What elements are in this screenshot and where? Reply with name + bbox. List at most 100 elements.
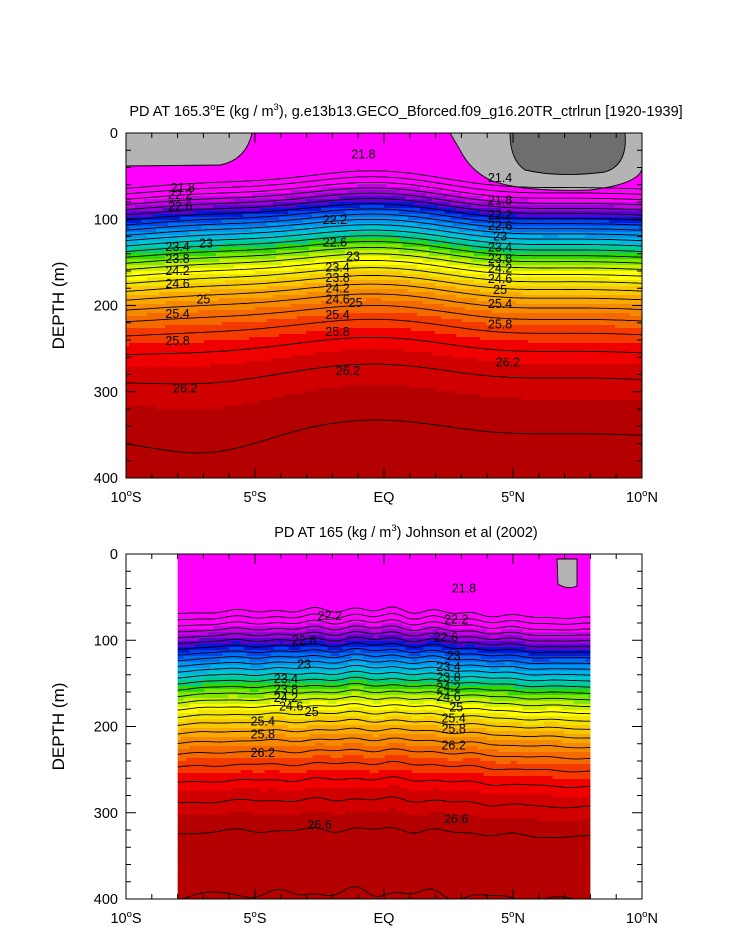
contour-label: 22.6	[434, 631, 458, 645]
x-tick-label: 10oS	[110, 909, 141, 927]
contour-field	[177, 554, 591, 899]
contour-line	[126, 253, 642, 271]
contour-label: 21.4	[488, 171, 512, 185]
x-tick-label: 5oN	[501, 488, 525, 506]
y-tick-label: 100	[94, 633, 118, 649]
contour-label: 26.2	[496, 355, 520, 369]
contour-label: 26.2	[251, 746, 275, 760]
contour-line	[177, 748, 591, 760]
contour-label: 23	[346, 249, 360, 263]
contour-label: 25.4	[488, 297, 512, 311]
contour-line	[177, 718, 591, 730]
contour-label: 21.8	[171, 181, 195, 195]
contour-label: 25.8	[165, 334, 189, 348]
contour-label: 23.4	[165, 240, 189, 254]
y-tick-label: 400	[94, 471, 118, 487]
contour-label: 24.2	[436, 681, 460, 695]
contour-line	[126, 198, 642, 216]
contour-label: 24.2	[274, 691, 298, 705]
y-tick-label: 200	[94, 720, 118, 736]
contour-line	[177, 613, 591, 625]
contour-label: 22.6	[292, 633, 316, 647]
contour-line	[177, 827, 591, 839]
contour-label: 24.6	[325, 292, 349, 306]
contour-label: 22.2	[168, 188, 192, 202]
contour-label: 25.4	[441, 712, 465, 726]
contour-label: 26.2	[173, 381, 197, 395]
contour-line	[126, 181, 642, 201]
y-tick-label: 300	[94, 385, 118, 401]
x-tick-label: EQ	[374, 490, 395, 506]
contour-label: 25.8	[251, 727, 275, 741]
contour-label: 23	[447, 649, 461, 663]
contour-label: 21.8	[488, 193, 512, 207]
y-tick-label: 0	[110, 547, 118, 563]
x-tick-label: 10oN	[626, 909, 658, 927]
contour-label: 21.8	[351, 148, 375, 162]
contour-line	[177, 710, 591, 722]
contour-label: 22.6	[323, 236, 347, 250]
contour-line	[126, 304, 642, 323]
contour-label: 22.6	[168, 199, 192, 213]
contour-label: 23.8	[436, 670, 460, 684]
contour-label: 24.6	[436, 690, 460, 704]
contour-label: 25.8	[488, 317, 512, 331]
contour-line	[177, 631, 591, 642]
contour-line	[126, 283, 642, 301]
contour-line	[177, 682, 591, 694]
contour-line	[126, 363, 642, 385]
contour-line	[126, 218, 642, 236]
contour-label: 21.8	[452, 582, 476, 596]
contour-line	[177, 776, 591, 788]
y-tick-label: 100	[94, 212, 118, 228]
contour-label: 22.2	[444, 613, 468, 627]
panel-title: PD AT 165.3oE (kg / m3), g.e13b13.GECO_B…	[129, 102, 682, 120]
contour-label: 23.4	[488, 241, 512, 255]
contour-line	[177, 737, 591, 749]
contour-label: 23.8	[488, 252, 512, 266]
contour-label: 23	[199, 236, 213, 250]
contour-label: 23.8	[274, 682, 298, 696]
contour-line	[126, 275, 642, 292]
contour-line	[177, 625, 591, 637]
contour-label: 25.4	[325, 308, 349, 322]
contour-line	[177, 689, 591, 701]
contour-line	[177, 727, 591, 739]
x-tick-label: 10oS	[110, 488, 141, 506]
contour-label: 26.6	[444, 812, 468, 826]
contour-line	[126, 240, 642, 258]
contour-label: 22.6	[488, 219, 512, 233]
contour-line	[177, 696, 591, 708]
contour-line	[126, 176, 642, 195]
contour-line	[126, 419, 642, 454]
y-axis-label: DEPTH (m)	[49, 262, 68, 350]
x-tick-label: EQ	[374, 911, 395, 927]
contour-label: 23.8	[165, 252, 189, 266]
contour-label: 23.8	[325, 271, 349, 285]
contour-line	[177, 642, 591, 653]
contour-label: 24.6	[165, 277, 189, 291]
y-tick-label: 400	[94, 892, 118, 908]
contour-label: 24.6	[279, 700, 303, 714]
contour-line	[126, 208, 642, 226]
contour-label: 26.2	[441, 738, 465, 752]
x-tick-label: 5oS	[243, 488, 266, 506]
contour-line	[126, 259, 642, 277]
contour-line	[181, 886, 575, 899]
contour-line	[177, 760, 591, 773]
x-tick-label: 5oN	[501, 909, 525, 927]
contour-line	[177, 653, 591, 665]
contour-label: 25.8	[325, 325, 349, 339]
contour-line	[177, 606, 591, 619]
contour-label: 26.2	[336, 364, 360, 378]
contour-line	[177, 659, 591, 670]
contour-line	[177, 670, 591, 682]
contour-label: 25.8	[441, 722, 465, 736]
contour-line	[177, 796, 591, 809]
contour-line	[126, 246, 642, 264]
contour-label: 22.2	[323, 213, 347, 227]
contour-line	[177, 619, 591, 631]
contour-line	[177, 636, 591, 648]
contour-label: 22.2	[488, 208, 512, 222]
contour-line	[177, 703, 591, 715]
